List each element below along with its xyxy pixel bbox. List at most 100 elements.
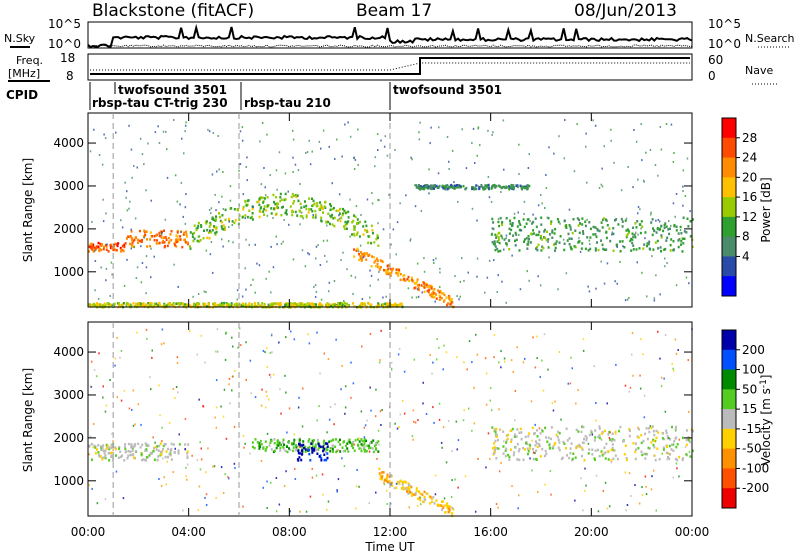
power-data-cell: [541, 245, 544, 248]
power-data-cell: [153, 234, 156, 238]
vel-data-speckle: [504, 360, 506, 363]
power-data-speckle: [384, 135, 387, 138]
power-data-cell: [508, 227, 511, 231]
vel-data-cell: [369, 441, 372, 445]
vel-data-cell: [517, 449, 520, 453]
power-data-speckle: [564, 119, 566, 121]
vel-data-cell: [311, 446, 313, 450]
power-data-speckle: [280, 242, 283, 245]
vel-data-cell: [604, 457, 607, 460]
vel-data-cell: [534, 444, 537, 447]
power-data-cell: [319, 302, 321, 305]
vel-data-cell: [556, 435, 559, 439]
power-data-speckle: [210, 241, 213, 243]
power-data-cell: [99, 242, 102, 246]
power-data-cell: [429, 187, 432, 190]
power-data-cell: [453, 185, 456, 189]
power-data-cell: [177, 302, 180, 305]
power-data-speckle: [239, 163, 242, 165]
power-data-cell: [118, 303, 121, 307]
power-data-cell: [281, 206, 283, 209]
vel-data-cell: [104, 449, 107, 452]
power-data-cell: [505, 217, 508, 220]
power-cbar-swatch-8: [722, 276, 736, 297]
power-data-speckle: [197, 293, 200, 295]
power-data-cell: [89, 243, 92, 247]
power-data-cell: [121, 248, 124, 252]
vel-data-speckle: [172, 471, 174, 474]
vel-data-speckle: [270, 334, 273, 337]
power-data-speckle: [205, 291, 207, 294]
vel-data-cell: [401, 483, 404, 486]
power-data-speckle: [211, 173, 214, 176]
vel-data-speckle: [298, 396, 300, 399]
power-data-cell: [449, 299, 452, 303]
power-data-speckle: [209, 253, 212, 256]
vel-data-speckle: [567, 382, 569, 385]
vel-data-cell: [304, 450, 307, 453]
vel-data-cell: [326, 452, 329, 455]
power-data-cell: [133, 305, 136, 308]
vel-data-cell: [533, 432, 536, 435]
power-data-speckle: [328, 290, 330, 293]
vel-data-cell: [646, 437, 649, 441]
vel-data-cell: [132, 453, 135, 456]
power-data-cell: [378, 268, 381, 271]
vel-data-cell: [510, 440, 513, 444]
power-data-cell: [360, 251, 362, 254]
vel-data-cell: [386, 473, 389, 476]
power-data-cell: [272, 302, 275, 305]
vel-data-cell: [410, 491, 413, 495]
power-data-speckle: [355, 205, 358, 208]
vel-data-cell: [391, 484, 394, 487]
vel-axis-tick-label-0: 1000: [53, 474, 84, 488]
vel-data-cell: [626, 458, 628, 462]
vel-cbar-swatch-6: [722, 448, 736, 469]
power-data-cell: [680, 232, 683, 235]
power-data-cell: [530, 232, 533, 235]
vel-data-cell: [516, 458, 519, 461]
power-data-cell: [568, 243, 571, 246]
power-data-cell: [497, 250, 500, 253]
vel-data-speckle: [337, 449, 339, 452]
power-data-cell: [325, 221, 328, 224]
power-data-cell: [494, 186, 497, 189]
power-data-cell: [138, 239, 141, 243]
power-data-cell: [308, 304, 311, 308]
vel-data-cell: [527, 452, 529, 456]
power-data-cell: [424, 184, 427, 187]
vel-data-cell: [423, 490, 426, 494]
power-data-cell: [636, 220, 639, 223]
power-data-cell: [491, 240, 494, 244]
power-data-cell: [518, 221, 521, 225]
vel-data-cell: [133, 445, 136, 448]
power-data-speckle: [435, 257, 437, 260]
power-data-cell: [631, 232, 634, 235]
power-data-cell: [652, 227, 654, 230]
power-data-speckle: [644, 237, 646, 240]
power-data-speckle: [650, 213, 652, 216]
power-data-cell: [215, 304, 218, 307]
vel-data-cell: [168, 452, 171, 456]
vel-data-cell: [581, 425, 584, 428]
power-data-cell: [482, 186, 485, 189]
power-data-cell: [626, 233, 629, 236]
power-data-speckle: [682, 204, 684, 207]
power-data-cell: [107, 302, 110, 305]
power-data-speckle: [319, 264, 322, 266]
power-data-cell: [189, 245, 191, 248]
power-data-cell: [448, 295, 451, 299]
vel-data-speckle: [152, 436, 154, 439]
vel-data-speckle: [132, 424, 135, 427]
power-data-cell: [541, 238, 544, 241]
power-data-speckle: [184, 124, 187, 127]
vel-data-speckle: [227, 476, 229, 479]
vel-data-cell: [316, 452, 319, 455]
power-data-speckle: [111, 273, 113, 276]
power-data-cell: [475, 184, 478, 187]
power-data-speckle: [349, 198, 351, 201]
power-data-speckle: [184, 130, 186, 133]
power-data-cell: [501, 222, 503, 225]
vel-data-speckle: [454, 478, 456, 481]
power-data-cell: [112, 248, 115, 251]
